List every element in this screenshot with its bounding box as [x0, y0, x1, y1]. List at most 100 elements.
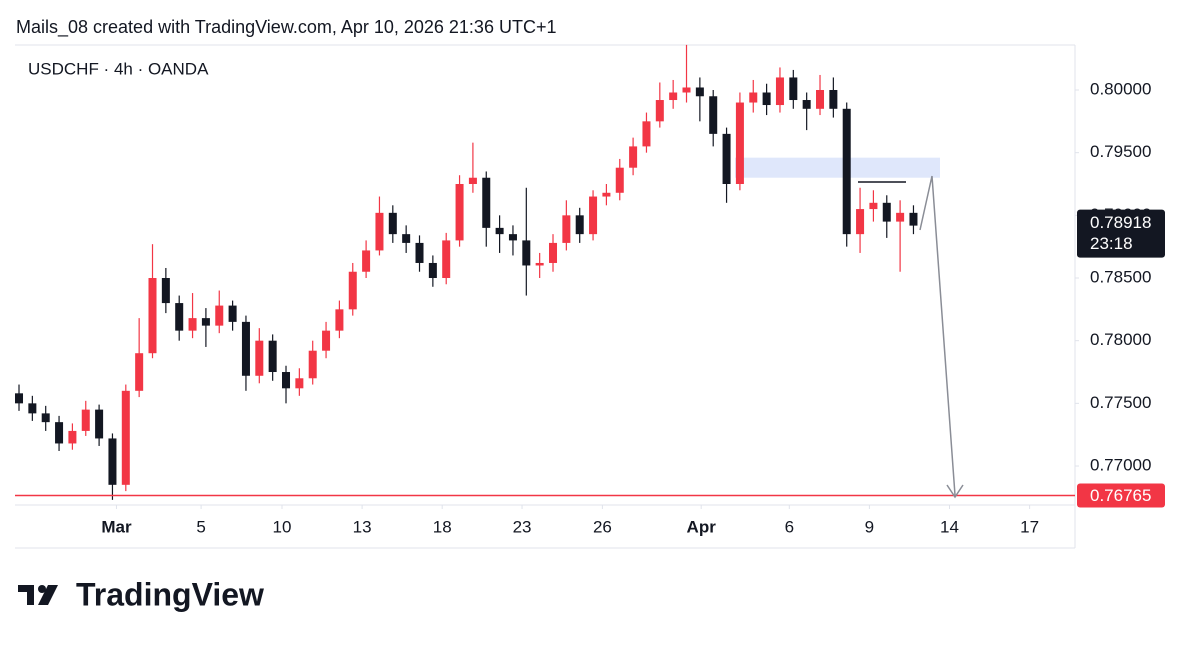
x-tick-label: 23	[513, 517, 532, 536]
logo-mark	[18, 585, 34, 605]
candle-body	[282, 372, 291, 389]
candle-body	[682, 87, 691, 93]
candle-body	[215, 305, 224, 326]
y-tick-label: 0.78000	[1090, 330, 1151, 349]
target-label: 0.76765	[1090, 486, 1151, 505]
logo-slash	[38, 585, 58, 605]
axes: 0.770000.775000.780000.785000.790000.795…	[101, 79, 1165, 536]
chart-title: USDCHF · 4h · OANDA	[28, 59, 209, 78]
candle-body	[669, 92, 678, 101]
x-tick-label: 6	[785, 517, 794, 536]
x-tick-label: 18	[433, 517, 452, 536]
x-tick-label: 13	[353, 517, 372, 536]
candle-body	[869, 202, 878, 210]
candle-body	[268, 340, 277, 373]
candle-body	[255, 340, 264, 376]
candle-body	[135, 353, 144, 391]
candle-body	[468, 177, 477, 185]
y-tick-label: 0.77500	[1090, 393, 1151, 412]
candle-body	[68, 430, 77, 444]
candle-body	[762, 92, 771, 106]
x-tick-label: 14	[940, 517, 959, 536]
candle-body	[829, 89, 838, 109]
candle-body	[549, 242, 558, 263]
x-tick-label: Apr	[687, 517, 717, 536]
candle-body	[108, 438, 117, 485]
x-tick-label: 9	[865, 517, 874, 536]
candle-body	[749, 92, 758, 103]
candle-body	[589, 196, 598, 235]
candle-body	[522, 240, 531, 266]
candle-body	[789, 77, 798, 101]
candle-body	[455, 184, 464, 241]
candle-body	[896, 212, 905, 222]
candle-body	[121, 390, 130, 485]
candle-body	[228, 305, 237, 322]
y-tick-label: 0.77000	[1090, 456, 1151, 475]
y-tick-label: 0.78500	[1090, 267, 1151, 286]
candle-body	[322, 330, 331, 351]
candle-body	[802, 100, 811, 109]
logo-text: TradingView	[76, 576, 264, 612]
candle-body	[615, 167, 624, 193]
candle-body	[175, 303, 184, 331]
countdown-label: 23:18	[1090, 234, 1133, 253]
x-tick-label: 26	[593, 517, 612, 536]
candle-body	[335, 309, 344, 331]
candle-body	[709, 96, 718, 134]
candle-body	[388, 212, 397, 235]
candle-body	[629, 146, 638, 168]
target-label-box	[1077, 483, 1165, 508]
candle-body	[602, 192, 611, 197]
candle-body	[695, 87, 704, 97]
logo: TradingView	[18, 576, 264, 612]
logo-dot	[38, 585, 46, 593]
candle-body	[856, 209, 865, 235]
candle-body	[415, 242, 424, 263]
plot	[15, 44, 1075, 500]
candle-body	[362, 250, 371, 272]
x-tick-label: 17	[1020, 517, 1039, 536]
candle-body	[508, 234, 517, 241]
candle-body	[816, 89, 825, 109]
x-tick-label: 5	[196, 517, 205, 536]
attribution: Mails_08 created with TradingView.com, A…	[16, 17, 556, 38]
candle-body	[188, 318, 197, 331]
candle-body	[775, 77, 784, 106]
candle-body	[95, 409, 104, 439]
candle-body	[295, 378, 304, 389]
candle-body	[882, 202, 891, 222]
y-tick-label: 0.80000	[1090, 79, 1151, 98]
x-tick-label: 10	[273, 517, 292, 536]
candle-body	[428, 262, 437, 279]
candle-body	[842, 108, 851, 235]
candle-body	[41, 413, 50, 423]
candle-body	[308, 350, 317, 379]
candle-body	[655, 100, 664, 122]
candle-body	[241, 321, 250, 376]
candle-body	[348, 271, 357, 310]
candle-body	[402, 234, 411, 243]
supply-zone	[735, 157, 940, 178]
candle-body	[81, 409, 90, 431]
last-price-box	[1077, 209, 1165, 258]
candle-body	[148, 278, 157, 354]
candle-body	[482, 177, 491, 228]
candle-body	[375, 212, 384, 251]
candle-body	[535, 262, 544, 266]
candle-body	[161, 278, 170, 304]
candle-body	[442, 240, 451, 279]
x-tick-label: Mar	[101, 517, 132, 536]
candle-body	[495, 227, 504, 235]
projection-arrow	[919, 175, 956, 496]
candle-body	[722, 133, 731, 185]
candle-body	[55, 422, 64, 444]
candle-body	[735, 102, 744, 185]
arrow-head	[946, 484, 964, 499]
candle-body	[201, 318, 210, 326]
candle-body	[15, 393, 24, 404]
last-price-label: 0.78918	[1090, 213, 1151, 232]
candle-body	[28, 403, 37, 414]
